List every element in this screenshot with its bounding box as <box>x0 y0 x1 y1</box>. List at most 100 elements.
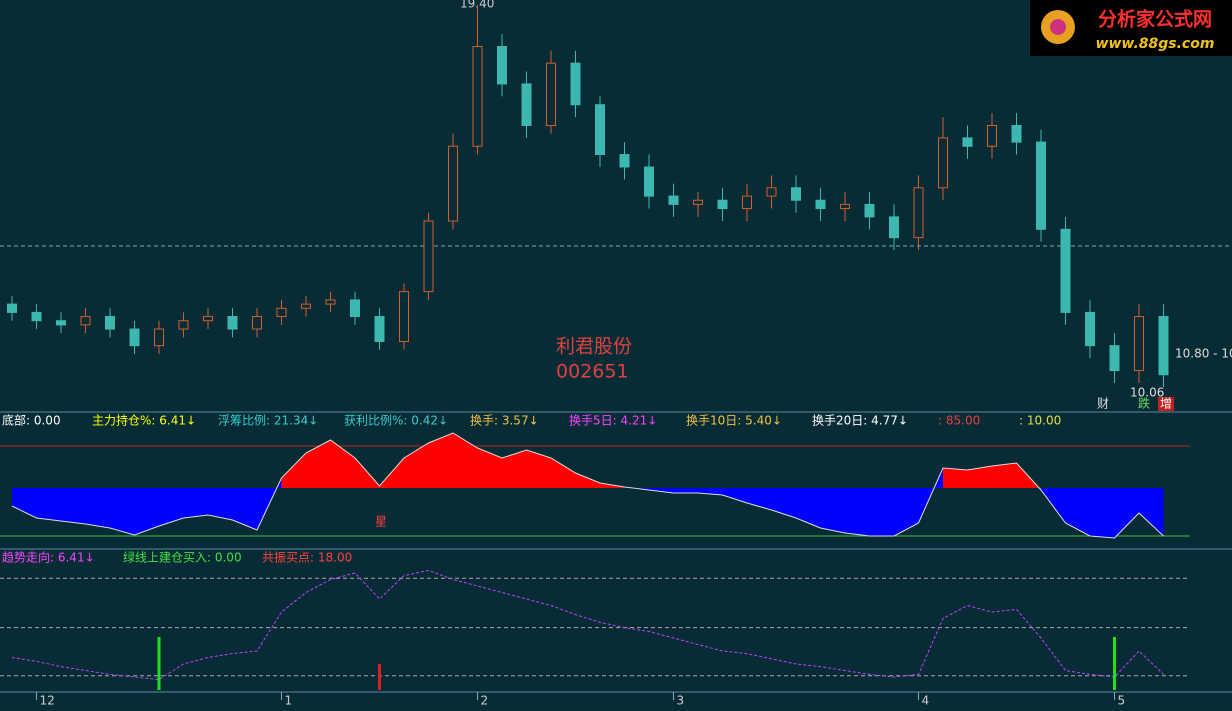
candle-body <box>766 187 777 197</box>
candle-body <box>1060 228 1071 313</box>
area-segment <box>110 488 135 535</box>
flag-bg <box>1158 397 1174 411</box>
indicator-label: 浮筹比例: 21.34↓ <box>218 414 318 428</box>
area-segment <box>551 458 576 488</box>
candle-body <box>374 316 385 342</box>
area-segment <box>943 468 968 488</box>
marker: 星 <box>375 515 387 529</box>
candle-body <box>864 203 875 218</box>
candle-body <box>913 187 924 239</box>
candle-body <box>1036 141 1046 230</box>
candle-body <box>154 328 164 347</box>
candle-body <box>644 166 654 197</box>
candle-body <box>350 299 360 318</box>
area-segment <box>796 488 821 528</box>
logo-url: www.88gs.com <box>1096 36 1215 52</box>
candle-body <box>252 316 262 330</box>
area-segment <box>502 450 527 488</box>
x-tick-label: 5 <box>1118 694 1126 708</box>
area-segment <box>232 488 257 530</box>
candle-body <box>521 83 532 126</box>
candle-body <box>987 124 997 147</box>
area-segment <box>1114 488 1139 538</box>
area-segment <box>1139 488 1164 536</box>
trend-line <box>11 569 1164 681</box>
candle-body <box>301 303 311 309</box>
candle-body <box>399 291 409 342</box>
candle-body <box>962 137 973 147</box>
candle-body <box>1109 345 1120 372</box>
candle-body <box>423 220 434 293</box>
x-tick-label: 12 <box>40 694 55 708</box>
area-segment <box>845 488 870 536</box>
candle-body <box>840 203 850 210</box>
candle-body <box>472 46 483 147</box>
candle-body <box>668 195 679 205</box>
area-segment <box>183 488 208 518</box>
area-segment <box>722 488 747 503</box>
indicator-label: 共振买点: 18.00 <box>262 551 352 565</box>
area-segment <box>134 488 159 535</box>
candle-body <box>129 328 140 347</box>
indicator-label: 趋势走向: 6.41↓ <box>2 550 95 565</box>
candle-body <box>742 195 752 210</box>
candle-body <box>227 316 238 330</box>
area-segment <box>428 433 453 488</box>
candle-body <box>1158 316 1169 376</box>
indicator-label: : 10.00 <box>1019 414 1061 428</box>
flag: 增 <box>1160 397 1172 411</box>
indicator-label: 主力持仓%: 6.41↓ <box>92 413 196 428</box>
x-tick-label: 2 <box>481 694 489 708</box>
area-segment <box>894 488 919 536</box>
area-segment <box>208 488 233 520</box>
candle-body <box>889 216 899 239</box>
candle-body <box>80 316 91 326</box>
indicator-label: 换手20日: 4.77↓ <box>812 414 908 428</box>
x-tick-label: 3 <box>677 694 685 708</box>
logo-center <box>1050 19 1066 35</box>
area-segment <box>1090 488 1115 538</box>
candle-body <box>325 299 336 305</box>
area-segment <box>12 488 37 518</box>
indicator-label: 换手5日: 4.21↓ <box>569 414 657 428</box>
indicator-label: 底部: 0.00 <box>2 413 61 428</box>
candle-body <box>693 199 703 205</box>
candle-body <box>1134 316 1144 372</box>
indicator-label: 换手: 3.57↓ <box>470 414 539 428</box>
candle-body <box>570 62 581 106</box>
logo-title: 分析家公式网 <box>1098 8 1212 31</box>
x-tick-label: 4 <box>922 694 930 708</box>
candle-body <box>203 316 213 322</box>
candle-body <box>791 187 801 201</box>
area-segment <box>85 488 110 528</box>
indicator-label: 获利比例%: 0.42↓ <box>344 414 448 428</box>
candle-body <box>815 199 826 210</box>
area-segment <box>36 488 61 521</box>
area-segment <box>771 488 796 518</box>
indicator-line <box>11 432 1164 539</box>
flag: 跌 <box>1138 396 1150 411</box>
candle-body <box>276 307 287 318</box>
candle-body <box>178 320 189 330</box>
area-segment <box>1065 488 1090 536</box>
candle-body <box>546 62 556 126</box>
area-segment <box>330 440 355 488</box>
area-segment <box>869 488 894 536</box>
area-segment <box>281 453 306 488</box>
candle-body <box>448 145 458 222</box>
low-label: 10.06 <box>1130 386 1164 400</box>
candle-body <box>717 199 728 210</box>
candle-body <box>105 316 115 330</box>
candle-body <box>497 46 507 85</box>
stock-name: 利君股份 <box>556 336 632 358</box>
area-segment <box>453 433 478 488</box>
area-segment <box>477 448 502 488</box>
indicator-label: : 85.00 <box>938 414 980 428</box>
candle-body <box>938 137 948 189</box>
area-segment <box>404 443 429 488</box>
candle-body <box>595 104 605 156</box>
right-label: 10.80 - 10 <box>1175 347 1232 361</box>
candle-body <box>7 303 17 313</box>
candle-body <box>1011 124 1022 143</box>
